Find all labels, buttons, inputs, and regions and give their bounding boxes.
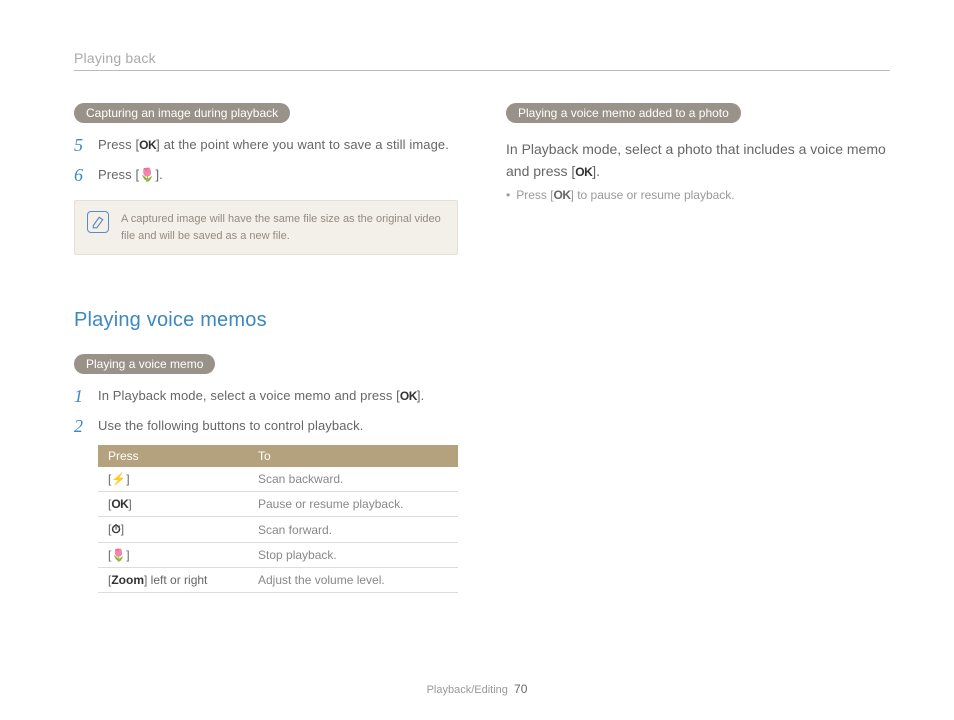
text-fragment: Press [	[516, 188, 553, 202]
ok-icon: OK	[575, 165, 592, 179]
two-column-layout: Capturing an image during playback 5 Pre…	[74, 103, 890, 593]
ok-icon: OK	[400, 389, 417, 403]
text-fragment: In Playback mode, select a photo that in…	[506, 141, 886, 179]
text-fragment: ].	[417, 388, 424, 403]
instruction-paragraph: In Playback mode, select a photo that in…	[506, 139, 890, 182]
step-number: 6	[74, 165, 88, 187]
ok-icon: OK	[111, 497, 128, 511]
text-fragment: ] left or right	[144, 573, 207, 587]
table-cell: Stop playback.	[248, 543, 458, 568]
bracket: ]	[126, 548, 129, 562]
table-cell: Scan forward.	[248, 517, 458, 543]
table-header-press: Press	[98, 445, 248, 467]
ok-icon: OK	[554, 188, 571, 202]
subsection-pill-voice-memo: Playing a voice memo	[74, 354, 215, 374]
text-fragment: ] at the point where you want to save a …	[156, 137, 449, 152]
table-row: [🌷] Stop playback.	[98, 543, 458, 568]
step-text: In Playback mode, select a voice memo an…	[98, 386, 424, 406]
bracket: ]	[121, 522, 124, 536]
subsection-pill-capturing: Capturing an image during playback	[74, 103, 290, 123]
bracket: ]	[128, 497, 131, 511]
left-column: Capturing an image during playback 5 Pre…	[74, 103, 458, 593]
macro-icon: 🌷	[111, 548, 126, 562]
zoom-label: Zoom	[111, 573, 144, 587]
text-fragment: ] to pause or resume playback.	[571, 188, 735, 202]
section-heading-voice-memos: Playing voice memos	[74, 309, 458, 332]
page-content: Playing back Capturing an image during p…	[0, 0, 954, 593]
timer-icon: ⏱	[111, 522, 120, 536]
voice-step-1: 1 In Playback mode, select a voice memo …	[74, 386, 458, 408]
table-row: [⚡] Scan backward.	[98, 467, 458, 492]
table-cell: Adjust the volume level.	[248, 568, 458, 593]
bullet-line: • Press [OK] to pause or resume playback…	[506, 188, 890, 202]
table-cell: Scan backward.	[248, 467, 458, 492]
step-text: Press [🌷].	[98, 165, 163, 185]
step-text: Use the following buttons to control pla…	[98, 416, 363, 436]
macro-icon: 🌷	[139, 167, 155, 182]
running-header: Playing back	[74, 50, 890, 71]
footer-section: Playback/Editing	[427, 684, 508, 696]
text-fragment: ].	[155, 167, 162, 182]
note-box: A captured image will have the same file…	[74, 200, 458, 255]
table-cell: Pause or resume playback.	[248, 492, 458, 517]
step-number: 2	[74, 416, 88, 438]
step-text: Press [OK] at the point where you want t…	[98, 135, 449, 155]
step-number: 5	[74, 135, 88, 157]
bullet-icon: •	[506, 188, 510, 202]
table-row: [OK] Pause or resume playback.	[98, 492, 458, 517]
table-row: [⏱] Scan forward.	[98, 517, 458, 543]
note-text: A captured image will have the same file…	[121, 211, 445, 244]
subsection-pill-voice-photo: Playing a voice memo added to a photo	[506, 103, 741, 123]
text-fragment: ].	[592, 163, 600, 179]
text-fragment: Press [	[98, 167, 139, 182]
right-column: Playing a voice memo added to a photo In…	[506, 103, 890, 593]
step-5: 5 Press [OK] at the point where you want…	[74, 135, 458, 157]
page-footer: Playback/Editing 70	[0, 682, 954, 696]
voice-step-2: 2 Use the following buttons to control p…	[74, 416, 458, 438]
text-fragment: Press [	[98, 137, 139, 152]
ok-icon: OK	[139, 138, 156, 152]
page-number: 70	[514, 682, 527, 696]
controls-table: Press To [⚡] Scan backward. [OK] Pause o…	[98, 445, 458, 593]
bracket: ]	[126, 472, 129, 486]
text-fragment: In Playback mode, select a voice memo an…	[98, 388, 400, 403]
step-6: 6 Press [🌷].	[74, 165, 458, 187]
note-icon	[87, 211, 109, 233]
table-row: [Zoom] left or right Adjust the volume l…	[98, 568, 458, 593]
table-header-to: To	[248, 445, 458, 467]
step-number: 1	[74, 386, 88, 408]
flash-icon: ⚡	[111, 472, 126, 486]
bullet-text: Press [OK] to pause or resume playback.	[516, 188, 734, 202]
